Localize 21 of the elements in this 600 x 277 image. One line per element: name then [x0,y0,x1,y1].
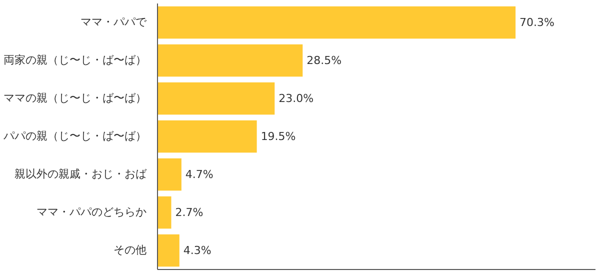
bar [158,82,275,115]
y-tick-label: 両家の親（じ〜じ・ば〜ば） [4,54,146,66]
data-label: 19.5% [260,130,296,143]
y-tick-label: パパの親（じ〜じ・ば〜ば） [2,130,146,142]
bar [158,44,303,77]
bar [158,120,257,153]
bar [158,196,172,229]
bar [158,6,516,39]
bar [158,234,180,267]
y-tick-label: 親以外の親戚・おじ・おば [14,168,148,180]
y-tick-label: ママ・パパで [80,16,148,28]
data-label: 4.3% [183,244,212,257]
y-tick-label: ママ・パパのどちらか [36,206,146,218]
data-label: 23.0% [278,92,314,105]
bar [158,158,182,191]
data-label: 4.7% [185,168,214,181]
data-label: 28.5% [306,54,342,67]
data-label: 70.3% [520,16,554,29]
data-label: 2.7% [175,206,204,219]
y-tick-label: ママの親（じ〜じ・ば〜ば） [4,92,146,104]
y-tick-label: その他 [114,244,146,256]
